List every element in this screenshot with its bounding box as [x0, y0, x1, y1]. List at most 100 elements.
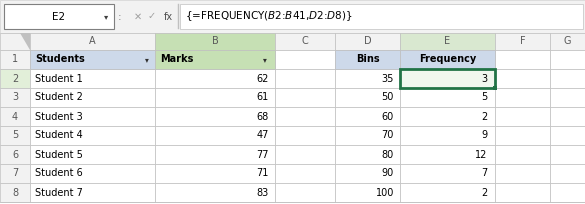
Text: 9: 9 — [481, 131, 487, 141]
Text: 6: 6 — [12, 150, 18, 160]
Text: :: : — [118, 11, 122, 21]
Bar — [180, 4, 583, 29]
Bar — [0, 145, 30, 164]
Bar — [275, 69, 335, 88]
Bar — [275, 88, 335, 107]
Bar — [335, 50, 400, 69]
Text: Student 6: Student 6 — [35, 169, 82, 178]
Text: Frequency: Frequency — [419, 54, 476, 64]
Text: 5: 5 — [12, 131, 18, 141]
Text: 3: 3 — [12, 92, 18, 102]
Text: Student 7: Student 7 — [35, 187, 83, 197]
Text: F: F — [519, 37, 525, 47]
Bar — [493, 86, 497, 90]
Bar — [550, 126, 585, 145]
Bar — [400, 126, 495, 145]
Bar — [275, 164, 335, 183]
Bar — [155, 145, 275, 164]
Bar — [400, 50, 495, 69]
Bar — [400, 164, 495, 183]
Bar — [155, 69, 275, 88]
Bar — [0, 69, 30, 88]
Bar — [550, 88, 585, 107]
Bar — [495, 164, 550, 183]
Text: B: B — [212, 37, 218, 47]
Bar — [335, 33, 400, 50]
Bar — [155, 50, 275, 69]
Bar — [30, 145, 155, 164]
Text: ▾: ▾ — [104, 12, 108, 21]
Text: 60: 60 — [382, 112, 394, 122]
Bar — [400, 183, 495, 202]
Bar — [0, 107, 30, 126]
Bar — [30, 183, 155, 202]
Text: 50: 50 — [381, 92, 394, 102]
Bar — [275, 183, 335, 202]
Bar — [335, 50, 400, 69]
Text: Student 5: Student 5 — [35, 150, 83, 160]
Text: 90: 90 — [382, 169, 394, 178]
Text: 70: 70 — [381, 131, 394, 141]
Text: 2: 2 — [12, 73, 18, 83]
Text: fx: fx — [163, 11, 173, 21]
Bar — [550, 33, 585, 50]
Text: 68: 68 — [257, 112, 269, 122]
Text: ✓: ✓ — [148, 11, 156, 21]
Text: 12: 12 — [474, 150, 487, 160]
Text: Student 3: Student 3 — [35, 112, 82, 122]
Text: 5: 5 — [481, 92, 487, 102]
Bar — [30, 33, 155, 50]
Bar — [0, 88, 30, 107]
Bar — [275, 107, 335, 126]
Bar — [30, 107, 155, 126]
Text: 2: 2 — [481, 187, 487, 197]
Bar — [275, 126, 335, 145]
Text: Bins: Bins — [356, 54, 379, 64]
Bar — [400, 33, 495, 50]
Bar — [335, 164, 400, 183]
Text: Student 1: Student 1 — [35, 73, 82, 83]
Bar — [495, 33, 550, 50]
Bar — [495, 126, 550, 145]
Bar — [495, 183, 550, 202]
Bar — [0, 50, 30, 69]
Bar — [0, 126, 30, 145]
Bar — [178, 4, 179, 29]
Bar — [0, 183, 30, 202]
Text: 8: 8 — [12, 187, 18, 197]
Bar — [30, 50, 155, 69]
Bar — [400, 69, 495, 88]
Bar — [30, 164, 155, 183]
Bar — [550, 164, 585, 183]
Bar — [550, 50, 585, 69]
Bar — [335, 69, 400, 88]
Bar — [400, 145, 495, 164]
Bar — [30, 126, 155, 145]
Text: 77: 77 — [256, 150, 269, 160]
Text: 83: 83 — [257, 187, 269, 197]
Bar — [155, 33, 275, 50]
Bar — [550, 107, 585, 126]
Bar — [0, 0, 585, 33]
Bar — [400, 50, 495, 69]
Text: Students: Students — [35, 54, 85, 64]
Bar — [495, 88, 550, 107]
Bar — [155, 164, 275, 183]
Bar — [30, 88, 155, 107]
Text: 100: 100 — [376, 187, 394, 197]
Bar — [495, 50, 550, 69]
Bar — [495, 69, 550, 88]
Bar — [4, 4, 114, 29]
Text: E: E — [445, 37, 450, 47]
Bar — [400, 107, 495, 126]
Text: 47: 47 — [257, 131, 269, 141]
Text: ✕: ✕ — [134, 11, 142, 21]
Text: D: D — [364, 37, 371, 47]
Text: 4: 4 — [12, 112, 18, 122]
Bar — [400, 69, 495, 88]
Text: 2: 2 — [481, 112, 487, 122]
Text: 35: 35 — [381, 73, 394, 83]
Bar — [550, 183, 585, 202]
Bar — [30, 50, 155, 69]
Text: {=FREQUENCY($B$2:$B$41,$D$2:$D$8)}: {=FREQUENCY($B$2:$B$41,$D$2:$D$8)} — [185, 10, 353, 23]
